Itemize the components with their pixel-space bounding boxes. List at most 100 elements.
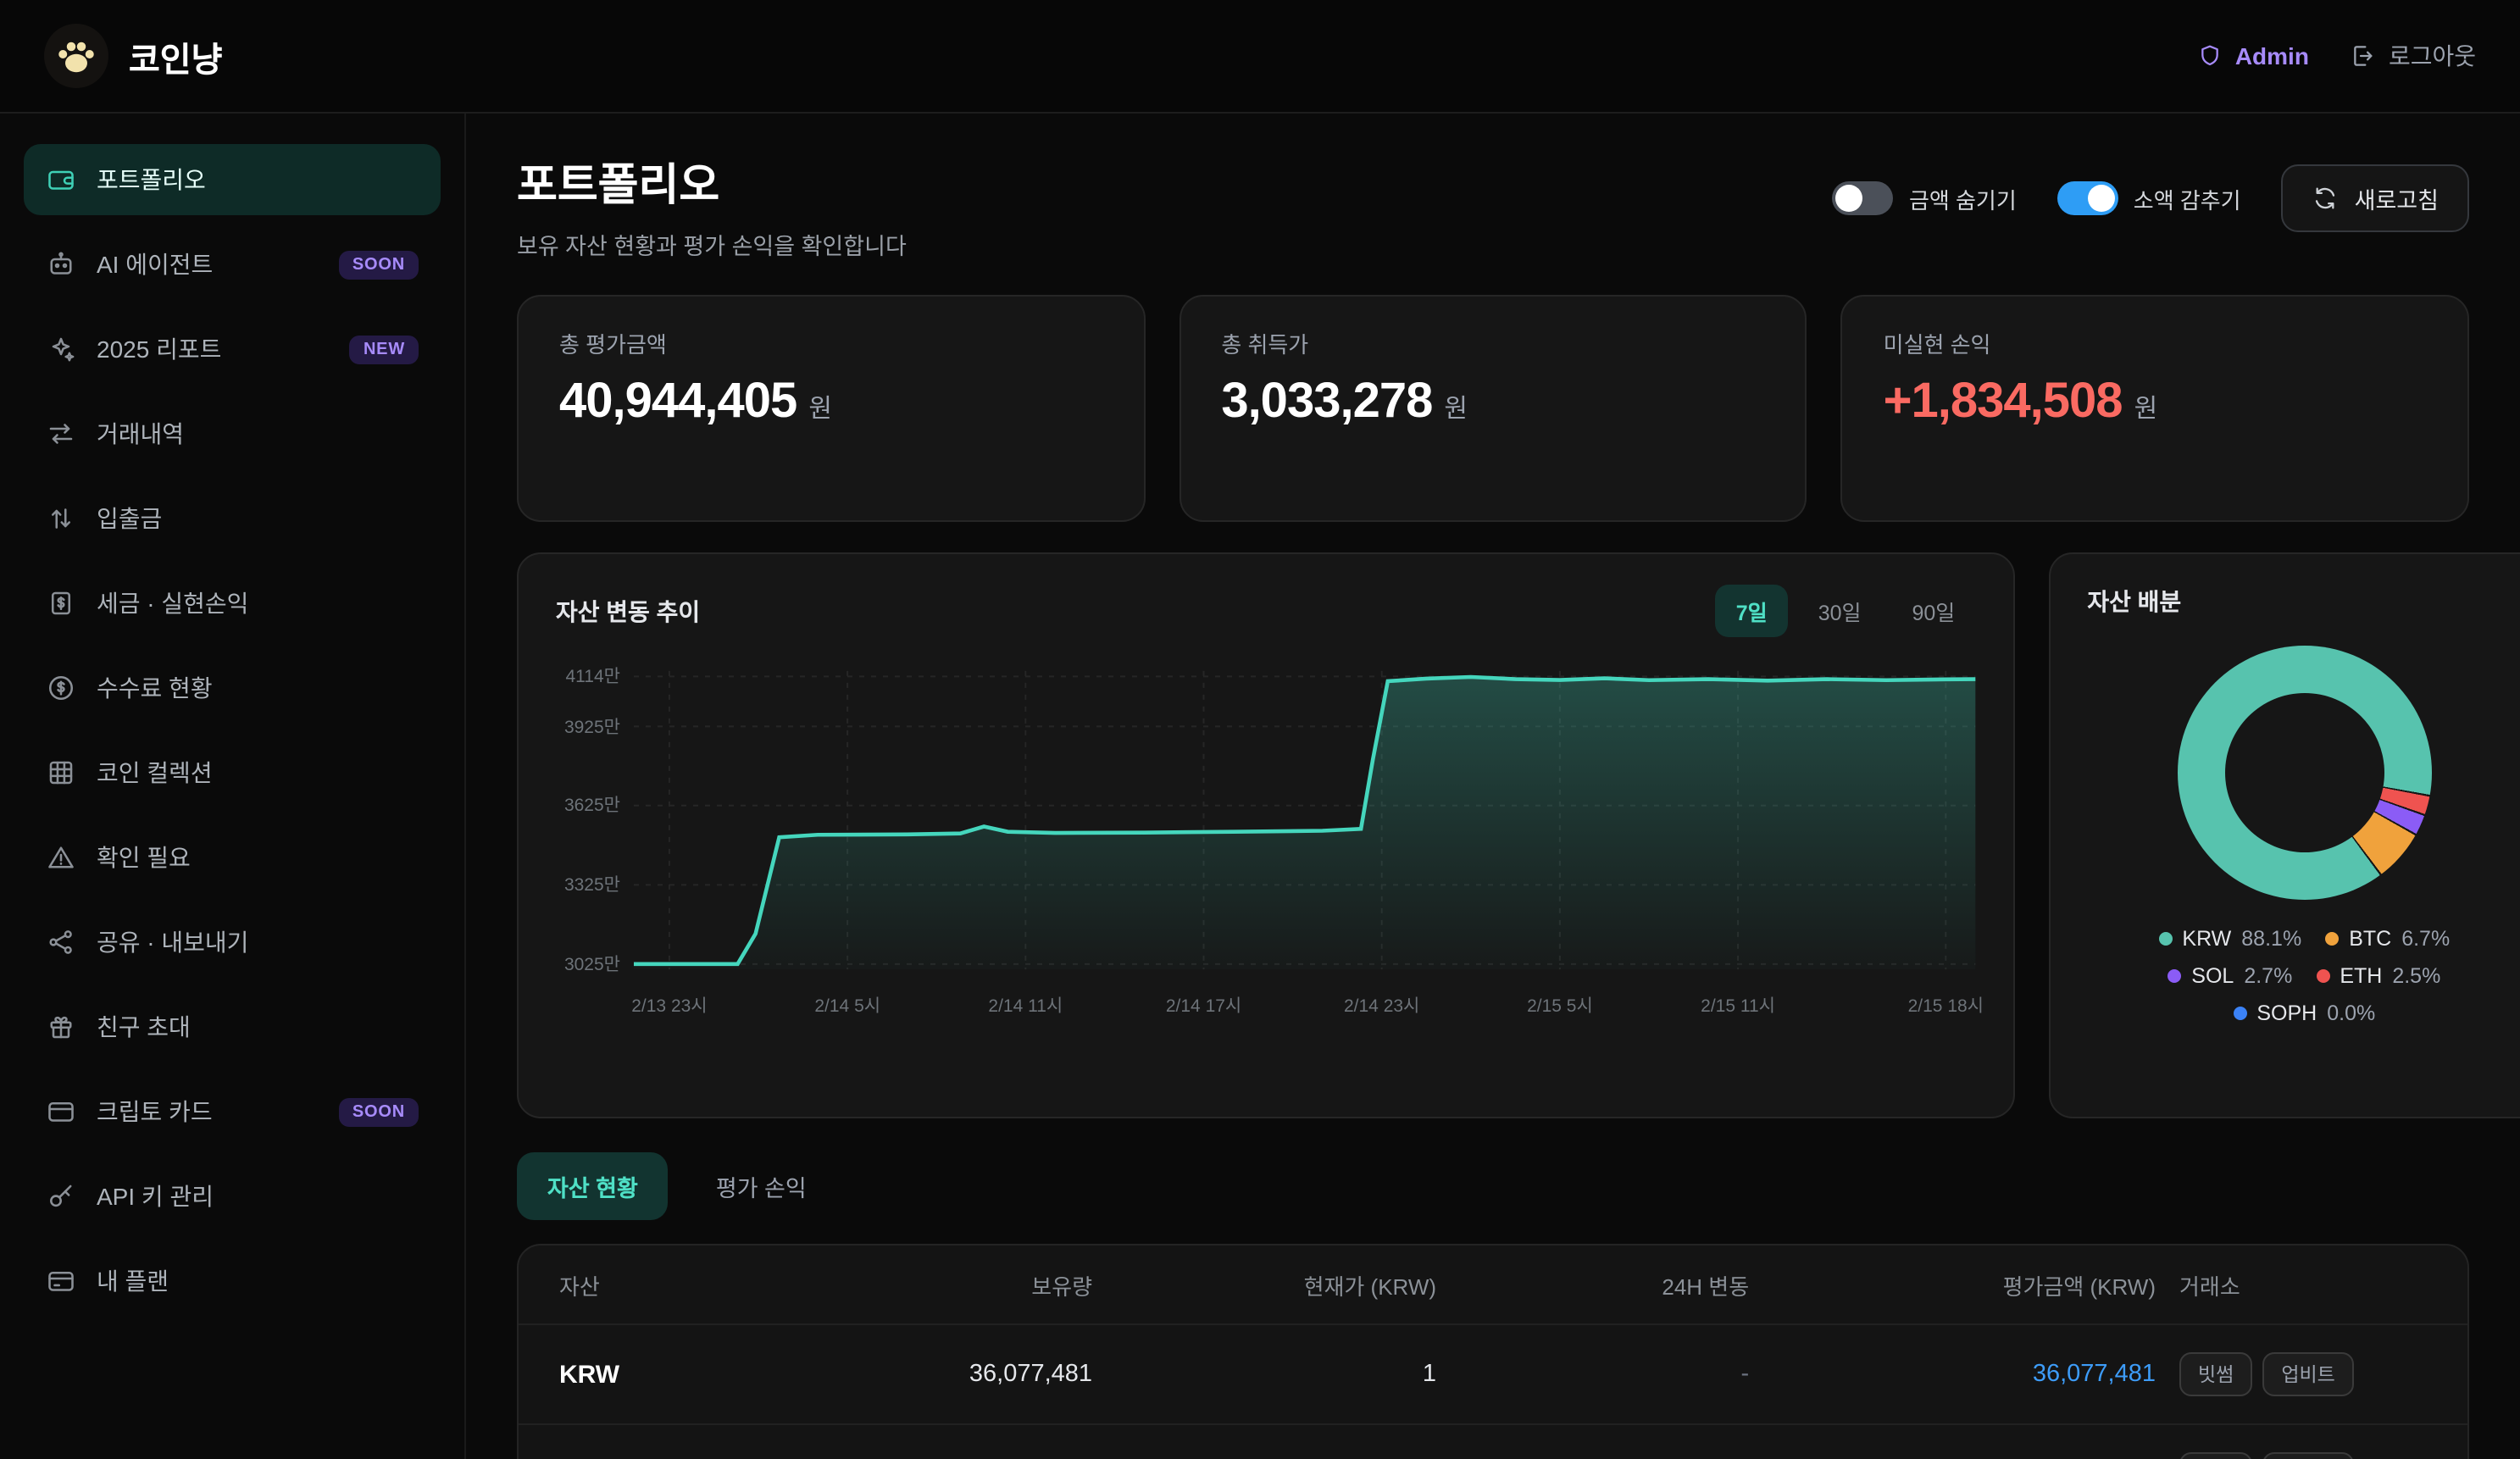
sidebar-badge: SOON [338, 250, 419, 279]
sidebar-item-label: 공유 · 내보내기 [97, 929, 249, 956]
stat-cards: 총 평가금액 40,944,405 원 총 취득가 3,033,278 원 미실현 … [517, 295, 2469, 522]
paw-logo-icon [44, 24, 108, 88]
legend-dot [2168, 969, 2182, 983]
y-axis-tick: 3925만 [563, 717, 620, 738]
sidebar-item[interactable]: 세금 · 실현손익 [24, 568, 441, 639]
column-header: 24H 변동 [1662, 1273, 1750, 1299]
range-tab[interactable]: 30일 [1798, 585, 1882, 637]
stat-unit: 원 [2134, 395, 2158, 424]
stat-value: +1,834,508 원 [1883, 374, 2158, 429]
sidebar-item[interactable]: 2025 리포트 NEW [24, 313, 441, 385]
toggle-switch[interactable]: 소액 감추기 [2057, 181, 2241, 215]
sidebar-item-label: 코인 컬렉션 [97, 759, 213, 786]
asset-tab[interactable]: 자산 현황 [517, 1152, 669, 1220]
y-axis-tick: 3025만 [563, 954, 620, 975]
sidebar-item[interactable]: 수수료 현황 [24, 652, 441, 724]
asset-trend-panel: 자산 변동 추이 7일 30일 90일 3025만 3325만 3625만 3925만… [517, 552, 2015, 1118]
x-axis-labels: 2/13 23시 2/14 5시 2/14 11시 2/14 17시 2/14 23시 2… [631, 993, 1984, 1020]
sidebar-item[interactable]: 입출금 [24, 483, 441, 554]
sidebar-item-label: 수수료 현황 [97, 674, 213, 702]
asset-tab[interactable]: 평가 손익 [686, 1152, 837, 1220]
sidebar-badge: SOON [338, 1097, 419, 1126]
legend-value: 0.0% [2327, 1001, 2376, 1025]
asset-change: - [1740, 1361, 1750, 1388]
sidebar-item-label: 친구 초대 [97, 1013, 191, 1040]
sidebar-item[interactable]: 친구 초대 [24, 991, 441, 1062]
wallet-icon [46, 164, 76, 195]
y-axis-tick: 3325만 [563, 875, 620, 896]
toggle-controls: 금액 숨기기 소액 감추기 [1832, 181, 2241, 215]
shield-icon [2196, 42, 2223, 69]
sidebar-item[interactable]: 내 플랜 [24, 1245, 441, 1317]
sidebar-item-label: 포트폴리오 [97, 166, 206, 193]
exchange-badge: 업비트 [2262, 1352, 2354, 1396]
sidebar-item[interactable]: 크립토 카드 SOON [24, 1076, 441, 1147]
sidebar-item[interactable]: 확인 필요 [24, 822, 441, 893]
y-axis-labels: 3025만 3325만 3625만 3925만 4114만 [556, 661, 634, 983]
exchange-badges: 빗썸 업비트 [2156, 1452, 2427, 1459]
sidebar-item[interactable]: 코인 컬렉션 [24, 737, 441, 808]
range-tab[interactable]: 90일 [1892, 585, 1976, 637]
toggle-track[interactable] [2057, 181, 2118, 215]
sidebar-item[interactable]: 거래내역 [24, 398, 441, 469]
legend-dot [2158, 932, 2173, 946]
x-axis-tick: 2/13 23시 [631, 996, 708, 1017]
stat-unit: 원 [1444, 395, 1468, 424]
toggle-switch[interactable]: 금액 숨기기 [1832, 181, 2017, 215]
sidebar-item-label: 거래내역 [97, 420, 185, 447]
legend-value: 88.1% [2241, 927, 2302, 951]
admin-label: Admin [2234, 42, 2309, 69]
dollar-circle-icon [46, 673, 76, 703]
legend-item: KRW 88.1% [2158, 927, 2301, 951]
stat-value: 40,944,405 원 [559, 374, 832, 429]
sidebar-item[interactable]: API 키 관리 [24, 1161, 441, 1232]
toggle-knob [2087, 185, 2115, 212]
allocation-donut-chart [2177, 646, 2432, 900]
legend-value: 2.7% [2244, 964, 2293, 988]
sidebar-item-label: API 키 관리 [97, 1183, 214, 1210]
asset-tabs: 자산 현황 평가 손익 [517, 1152, 2469, 1220]
swap-icon [46, 419, 76, 449]
sidebar-item-label: 크립토 카드 [97, 1098, 213, 1125]
allocation-legend: KRW 88.1% BTC 6.7% SOL 2.7% ETH 2.5% SOP… [2087, 927, 2520, 1025]
stat-value: 3,033,278 원 [1221, 374, 1468, 429]
refresh-button[interactable]: 새로고침 [2281, 164, 2469, 232]
range-tab[interactable]: 7일 [1715, 585, 1788, 637]
x-axis-tick: 2/15 5시 [1527, 996, 1593, 1017]
sparkles-icon [46, 334, 76, 364]
legend-item: ETH 2.5% [2316, 964, 2440, 988]
toggle-track[interactable] [1832, 181, 1894, 215]
stat-label: 총 취득가 [1221, 332, 1309, 358]
donut-hole [2224, 693, 2384, 852]
receipt-icon [46, 588, 76, 619]
sidebar-item[interactable]: 공유 · 내보내기 [24, 907, 441, 978]
table-header-row: 자산 보유량 현재가 (KRW) 24H 변동 평가금액 (KRW) 거래소 [519, 1245, 2467, 1323]
warning-icon [46, 842, 76, 873]
legend-item: BTC 6.7% [2325, 927, 2450, 951]
column-header: 자산 [559, 1273, 600, 1299]
sidebar-nav: 포트폴리오 AI 에이전트 SOON 2025 리포트 NEW 거래내역 입출금… [0, 114, 466, 1459]
legend-dot [2233, 1007, 2247, 1020]
legend-label: SOPH [2256, 1001, 2317, 1025]
sidebar-item-label: 확인 필요 [97, 844, 191, 871]
stat-card: 미실현 손익 +1,834,508 원 [1840, 295, 2469, 522]
trend-line-chart [634, 661, 1976, 983]
table-row[interactable]: KRW 36,077,481 1 - 36,077,481 빗썸 업비트 [519, 1323, 2467, 1423]
sidebar-item[interactable]: 포트폴리오 [24, 144, 441, 215]
table-row[interactable]: BTC 0.02682413 101,819,000 -1.00% 2,731,… [519, 1423, 2467, 1459]
legend-item: SOPH 0.0% [2233, 1001, 2375, 1025]
logout-label: 로그아웃 [2388, 42, 2476, 69]
legend-value: 2.5% [2392, 964, 2441, 988]
asset-price: 1 [1422, 1361, 1437, 1388]
legend-dot [2325, 932, 2340, 946]
sidebar-item[interactable]: AI 에이전트 SOON [24, 229, 441, 300]
logout-button[interactable]: 로그아웃 [2350, 39, 2476, 73]
legend-label: ETH [2340, 964, 2383, 988]
share-icon [46, 927, 76, 957]
column-header: 보유량 [1031, 1273, 1093, 1299]
legend-label: KRW [2182, 927, 2232, 951]
admin-button[interactable]: Admin [2196, 42, 2309, 69]
column-header: 평가금액 (KRW) [2002, 1273, 2156, 1299]
x-axis-tick: 2/14 23시 [1343, 996, 1420, 1017]
